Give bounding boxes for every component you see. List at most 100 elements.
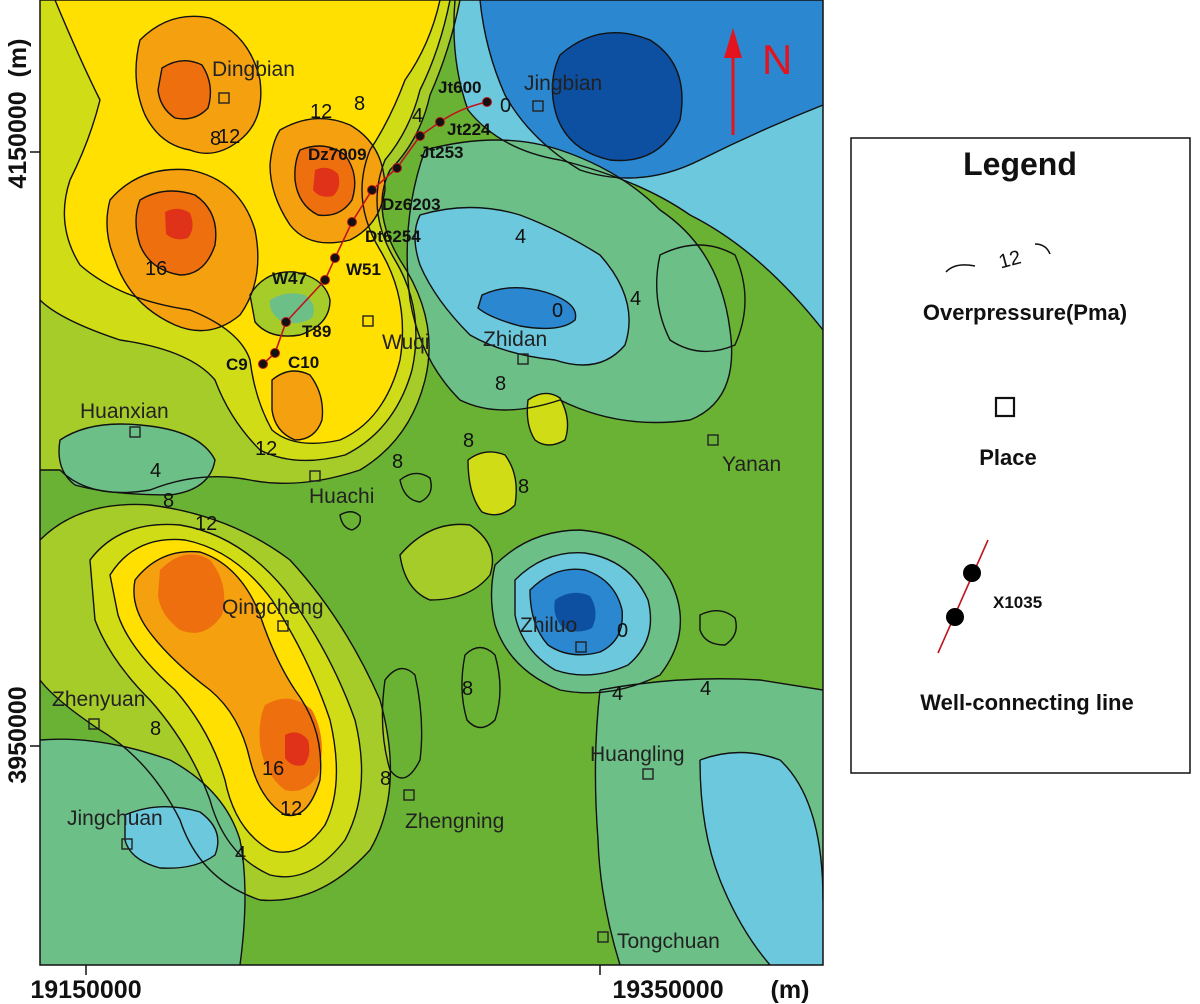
contour-label: 8 <box>210 128 221 150</box>
well-dot <box>392 163 402 173</box>
place-marker <box>309 470 321 482</box>
legend-contour-text: Overpressure(Pma) <box>923 300 1127 325</box>
sw-region-4 <box>125 806 218 869</box>
contour-label: 4 <box>515 226 526 248</box>
well-dot <box>270 348 280 358</box>
well-dot <box>367 185 377 195</box>
place-label: Huanxian <box>80 400 169 423</box>
mid-pocket-c <box>400 524 493 600</box>
well-label: Jt253 <box>420 143 463 162</box>
place-marker <box>218 92 230 104</box>
place-label: Huachi <box>309 485 374 508</box>
ellipse-east <box>656 244 746 353</box>
contour-label: 8 <box>380 768 391 790</box>
map-frame <box>39 0 824 966</box>
legend-well-text: Well-connecting line <box>920 690 1134 715</box>
ellipse-huachi-2 <box>399 472 432 503</box>
place-label: Zhidan <box>483 328 547 351</box>
ellipse-huachi <box>339 511 362 531</box>
place-label: Yanan <box>722 453 781 476</box>
ne-blue-center-0 <box>552 32 682 161</box>
contour-label: 12 <box>310 101 332 123</box>
ellipse-mid-2 <box>381 667 423 779</box>
place-marker <box>277 620 289 632</box>
legend-place-icon <box>994 396 1016 418</box>
huanxian-pocket-6 <box>59 424 215 495</box>
se-region-4 <box>700 752 823 965</box>
contour-label: 4 <box>150 460 161 482</box>
contour-label: 8 <box>354 93 365 115</box>
place-label: Tongchuan <box>617 930 720 953</box>
place-marker <box>597 931 609 943</box>
legend-title: Legend <box>963 146 1077 182</box>
sw-high-20 <box>285 732 310 766</box>
axes: 19150000 19350000 (m) 4150000 3950000 (m… <box>4 39 809 1004</box>
place-marker <box>129 426 141 438</box>
place-marker <box>642 768 654 780</box>
sw-high-18-a <box>158 554 225 633</box>
y-unit-label: (m) <box>4 39 32 78</box>
well-dot <box>482 97 492 107</box>
x-tick-label: 19350000 <box>612 976 723 1004</box>
contour-label: 12 <box>195 513 217 535</box>
x-unit-label: (m) <box>771 976 810 1004</box>
well-dot <box>320 275 330 285</box>
well-label: W51 <box>346 260 381 279</box>
well-label: Jt224 <box>447 120 491 139</box>
legend-well-dot <box>963 564 981 582</box>
contour-label: 4 <box>235 843 246 865</box>
place-marker <box>88 718 100 730</box>
nw-high-16-d <box>272 371 323 440</box>
legend-place-text: Place <box>979 445 1037 470</box>
well-label: Dt6254 <box>365 227 421 246</box>
place-marker <box>532 100 544 112</box>
contour-label: 8 <box>392 451 403 473</box>
place-marker <box>575 641 587 653</box>
place-label: Wuqi <box>382 331 429 354</box>
contour-label: 16 <box>262 758 284 780</box>
contour-label: 8 <box>518 476 529 498</box>
zhiluo-basin-0 <box>554 592 596 632</box>
place-markers: Dingbian Jingbian Wuqi Zhidan Huanxian Yanan H… <box>52 58 781 953</box>
place-marker <box>362 315 374 327</box>
place-label: Zhengning <box>405 810 504 833</box>
well-label: Dz6203 <box>382 195 441 214</box>
legend-frame <box>850 137 1191 774</box>
contour-label: 8 <box>495 373 506 395</box>
place-marker <box>707 434 719 446</box>
well-dot <box>258 359 268 369</box>
contour-label: 0 <box>500 95 511 117</box>
y-tick-label: 3950000 <box>4 686 32 783</box>
contour-label: 12 <box>218 126 240 148</box>
well-label: T89 <box>302 322 331 341</box>
zhidan-basin-2 <box>478 287 576 329</box>
legend-well-sample: X1035 <box>993 593 1042 612</box>
contour-label: 16 <box>145 258 167 280</box>
well-label: C9 <box>226 355 248 374</box>
well-dot <box>415 131 425 141</box>
mid-pocket-b <box>468 451 517 515</box>
place-label: Jingbian <box>524 72 602 95</box>
y-tick-label: 4150000 <box>4 91 32 188</box>
contour-map: 0 4 8 12 16 8 12 4 0 4 8 8 12 8 4 8 8 12… <box>40 0 823 965</box>
ellipse-mid <box>461 646 501 729</box>
x-tick-label: 19150000 <box>30 976 141 1004</box>
legend-contour-sample-line <box>945 264 976 273</box>
contour-label: 12 <box>255 438 277 460</box>
contour-label: 0 <box>552 300 563 322</box>
place-label: Huangling <box>590 743 685 766</box>
legend-well-dot <box>946 608 964 626</box>
place-label: Qingcheng <box>222 596 324 619</box>
well-markers: Jt600 Jt224 Jt253 Dz7009 Dz6203 Dt6254 W51 W47 T… <box>226 78 492 374</box>
legend-contour-sample-line <box>1034 243 1051 255</box>
place-label: Zhiluo <box>520 614 577 637</box>
place-marker <box>121 838 133 850</box>
place-label: Dingbian <box>212 58 295 81</box>
contour-label: 8 <box>150 718 161 740</box>
legend: Legend 12 Overpressure(Pma) Place X1035 … <box>850 137 1191 774</box>
contour-label: 8 <box>462 678 473 700</box>
contour-value-labels: 0 4 8 12 16 8 12 4 0 4 8 8 12 8 4 8 8 12… <box>145 93 711 865</box>
well-label: W47 <box>272 269 307 288</box>
contour-label: 4 <box>412 105 423 127</box>
place-label: Jingchuan <box>67 807 163 830</box>
